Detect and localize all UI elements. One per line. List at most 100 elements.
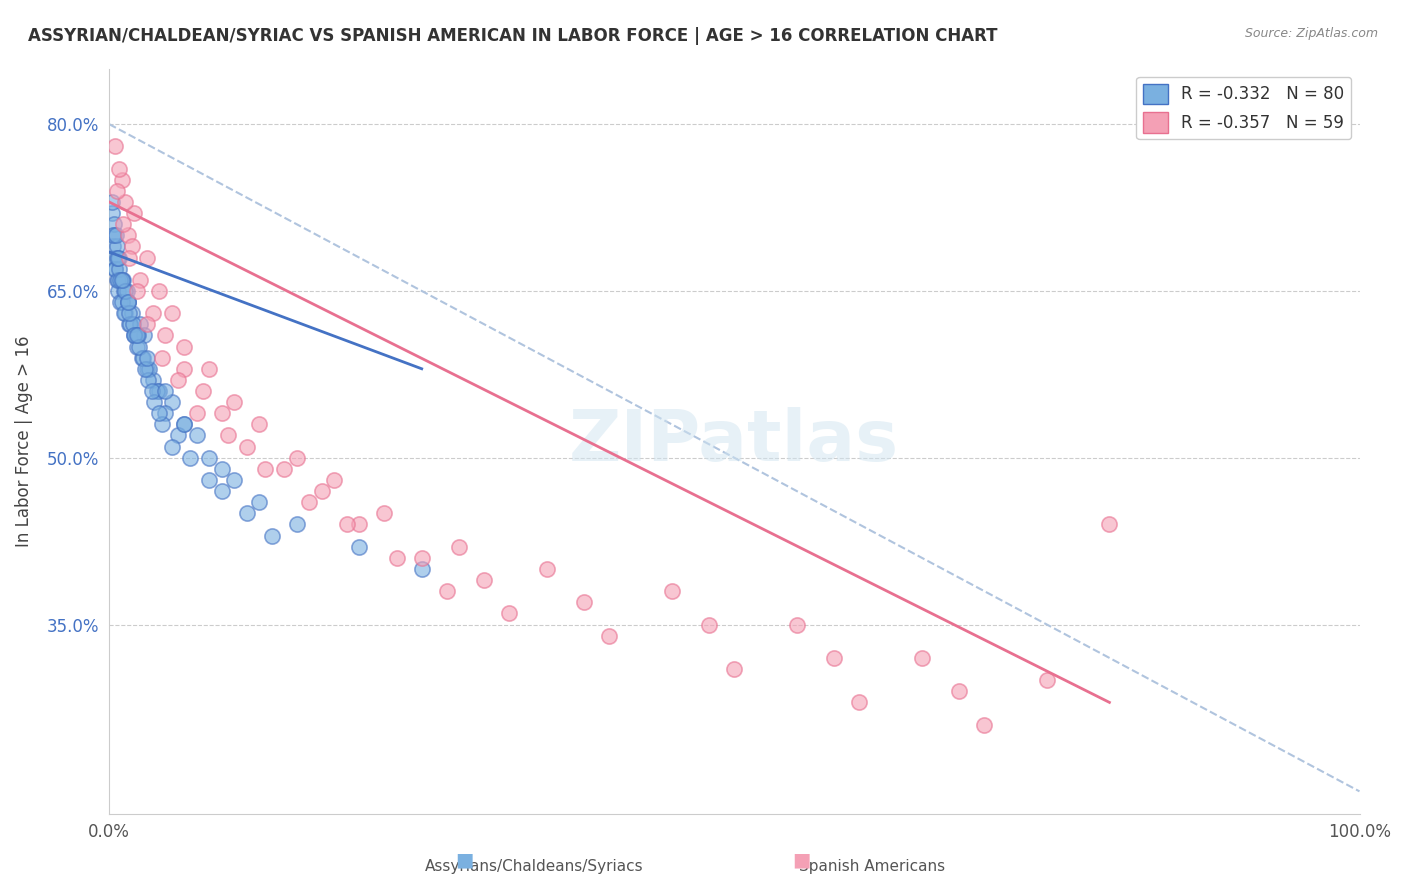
Point bbox=[103, 217, 125, 231]
Point bbox=[373, 506, 395, 520]
Point bbox=[132, 351, 155, 365]
Point bbox=[574, 595, 596, 609]
Point bbox=[114, 306, 136, 320]
Point bbox=[148, 384, 170, 398]
Point bbox=[108, 161, 131, 176]
Point bbox=[723, 662, 745, 676]
Point bbox=[104, 261, 127, 276]
Point bbox=[103, 228, 125, 243]
Point bbox=[122, 206, 145, 220]
Point bbox=[254, 462, 277, 476]
Point bbox=[107, 251, 129, 265]
Point bbox=[135, 351, 157, 365]
Point bbox=[108, 251, 131, 265]
Point bbox=[260, 528, 283, 542]
Point bbox=[125, 328, 148, 343]
Point bbox=[697, 617, 720, 632]
Point bbox=[145, 384, 167, 398]
Text: ■: ■ bbox=[454, 851, 474, 870]
Point bbox=[155, 406, 177, 420]
Point bbox=[138, 361, 160, 376]
Point bbox=[385, 550, 408, 565]
Point bbox=[1098, 517, 1121, 532]
Point bbox=[198, 473, 221, 487]
Point bbox=[112, 306, 135, 320]
Point bbox=[118, 318, 141, 332]
Point bbox=[150, 351, 173, 365]
Point bbox=[167, 428, 190, 442]
Point bbox=[449, 540, 471, 554]
Point bbox=[498, 607, 520, 621]
Point bbox=[186, 428, 208, 442]
Point bbox=[211, 406, 233, 420]
Point bbox=[436, 584, 458, 599]
Point bbox=[186, 406, 208, 420]
Point bbox=[148, 284, 170, 298]
Point bbox=[134, 361, 156, 376]
Point bbox=[298, 495, 321, 509]
Point bbox=[118, 306, 141, 320]
Point bbox=[122, 328, 145, 343]
Point bbox=[105, 251, 128, 265]
Point bbox=[111, 273, 134, 287]
Point bbox=[105, 239, 128, 253]
Point bbox=[124, 328, 146, 343]
Point bbox=[472, 573, 495, 587]
Point bbox=[107, 273, 129, 287]
Point bbox=[117, 228, 139, 243]
Point bbox=[173, 361, 195, 376]
Point bbox=[114, 194, 136, 209]
Point bbox=[125, 284, 148, 298]
Point bbox=[128, 339, 150, 353]
Point bbox=[198, 361, 221, 376]
Point bbox=[135, 251, 157, 265]
Point bbox=[224, 473, 246, 487]
Point bbox=[247, 495, 270, 509]
Point bbox=[129, 273, 152, 287]
Point bbox=[323, 473, 346, 487]
Point bbox=[125, 339, 148, 353]
Point bbox=[411, 550, 433, 565]
Point bbox=[135, 318, 157, 332]
Point bbox=[105, 184, 128, 198]
Point bbox=[112, 284, 135, 298]
Point bbox=[598, 629, 620, 643]
Point bbox=[148, 406, 170, 420]
Point bbox=[142, 373, 165, 387]
Point bbox=[273, 462, 295, 476]
Point bbox=[211, 462, 233, 476]
Text: Spanish Americans: Spanish Americans bbox=[799, 859, 945, 874]
Point bbox=[235, 506, 257, 520]
Point bbox=[110, 295, 132, 310]
Point bbox=[285, 450, 308, 465]
Point bbox=[155, 384, 177, 398]
Point bbox=[111, 217, 134, 231]
Point bbox=[948, 684, 970, 698]
Point bbox=[121, 239, 143, 253]
Point bbox=[121, 306, 143, 320]
Point bbox=[110, 295, 132, 310]
Point bbox=[911, 651, 934, 665]
Point bbox=[661, 584, 683, 599]
Point bbox=[198, 450, 221, 465]
Text: ■: ■ bbox=[792, 851, 811, 870]
Text: Source: ZipAtlas.com: Source: ZipAtlas.com bbox=[1244, 27, 1378, 40]
Point bbox=[173, 417, 195, 432]
Point bbox=[101, 239, 124, 253]
Point bbox=[411, 562, 433, 576]
Point bbox=[191, 384, 214, 398]
Text: Assyrians/Chaldeans/Syriacs: Assyrians/Chaldeans/Syriacs bbox=[425, 859, 644, 874]
Point bbox=[104, 261, 127, 276]
Point bbox=[848, 695, 870, 709]
Point bbox=[117, 295, 139, 310]
Point bbox=[107, 284, 129, 298]
Point bbox=[127, 328, 149, 343]
Point bbox=[114, 284, 136, 298]
Point bbox=[173, 417, 195, 432]
Point bbox=[122, 328, 145, 343]
Point bbox=[115, 284, 138, 298]
Point bbox=[110, 273, 132, 287]
Point bbox=[235, 440, 257, 454]
Point bbox=[224, 395, 246, 409]
Point bbox=[347, 517, 370, 532]
